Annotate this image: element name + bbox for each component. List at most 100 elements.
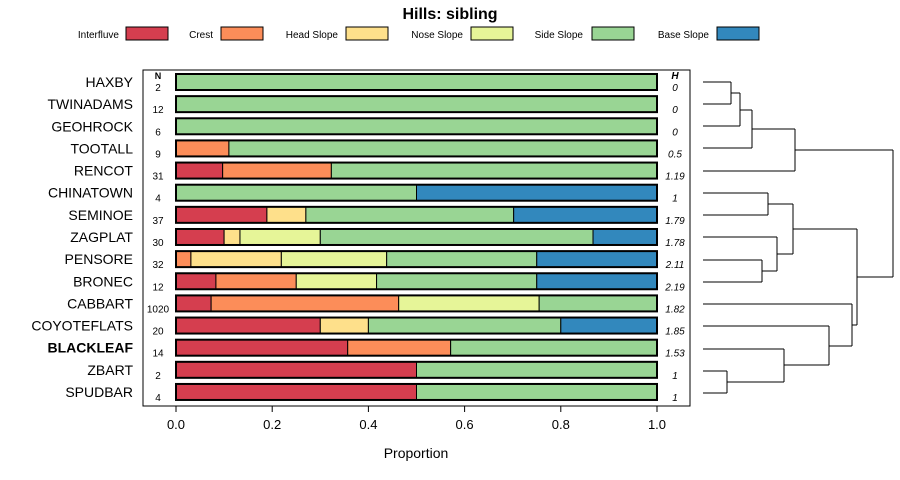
row-h: 1 — [672, 371, 678, 382]
legend-swatch — [716, 26, 760, 41]
bar-outline — [175, 382, 658, 401]
row-label: ZAGPLAT — [70, 229, 133, 245]
row-h: 1.79 — [665, 216, 685, 227]
bar-segment-side-slope — [330, 162, 658, 180]
row-n: 2 — [155, 371, 161, 382]
x-axis: 0.0 0.2 0.4 0.6 0.8 1.0 — [167, 406, 666, 432]
row-h: 0 — [672, 105, 678, 116]
row-label: COYOTEFLATS — [31, 318, 133, 334]
row-n: 30 — [152, 238, 164, 249]
x-tick-label: 0.0 — [167, 417, 185, 432]
bar-segment-interfluve — [175, 206, 268, 224]
legend-swatch — [591, 26, 635, 41]
row-n: 32 — [152, 260, 164, 271]
row-label: GEOHROCK — [51, 118, 133, 134]
x-tick-label: 0.6 — [456, 417, 474, 432]
bar-segment-crest — [347, 339, 452, 357]
row-label: RENCOT — [74, 163, 134, 179]
bar-segment-nose-slope — [398, 294, 540, 312]
bar-outline — [175, 183, 658, 202]
bar-segment-crest — [175, 139, 230, 157]
legend-label: Nose Slope — [411, 30, 463, 41]
row-n: 4 — [155, 194, 161, 205]
dendrogram-link-tootall — [703, 109, 753, 149]
bar-segment-side-slope — [386, 250, 538, 268]
x-axis-label: Proportion — [384, 445, 449, 461]
bar-segment-crest — [210, 294, 400, 312]
bar-segment-side-slope — [538, 294, 658, 312]
bar-segment-crest — [222, 162, 332, 180]
bar-outline — [175, 338, 658, 357]
row-label: ZBART — [87, 362, 133, 378]
row-h: 1.78 — [665, 238, 685, 249]
bar-segment-side-slope — [228, 139, 658, 157]
bar-segment-head-slope — [190, 250, 282, 268]
legend-swatch — [220, 26, 264, 41]
bar-segment-interfluve — [175, 162, 224, 180]
bar-segment-base-slope — [560, 317, 658, 335]
dendrogram-link-left-group — [768, 203, 794, 255]
bar-segment-crest — [175, 250, 192, 268]
bar-segment-side-slope — [367, 317, 562, 335]
row-n: 4 — [155, 393, 161, 404]
dendrogram-link-zagplat — [703, 236, 778, 272]
row-label: TWINADAMS — [47, 96, 133, 112]
bar-segment-side-slope — [305, 206, 515, 224]
dendrogram-link-zbart-spudbar — [703, 370, 728, 394]
h-header: H — [671, 71, 679, 82]
dendrogram-link-pensore-bronec — [703, 259, 763, 283]
row-h: 0.5 — [668, 149, 682, 160]
bar-outline — [175, 161, 658, 180]
row-n: 31 — [152, 172, 164, 183]
bar-segment-base-slope — [592, 228, 658, 246]
row-h: 0 — [672, 127, 678, 138]
bar-segment-interfluve — [175, 317, 321, 335]
legend-label: Interfluve — [78, 30, 120, 41]
legend: Interfluve Crest Head Slope Nose Slope Side … — [78, 26, 760, 41]
bar-outline — [175, 117, 658, 136]
row-n: 12 — [152, 105, 164, 116]
bar-segment-interfluve — [175, 339, 349, 357]
row-h: 1.82 — [665, 304, 685, 315]
legend-swatch — [125, 26, 169, 41]
dendrogram-link-coyoteflats — [703, 325, 830, 366]
row-label: CABBART — [67, 295, 133, 311]
row-n: 14 — [152, 349, 164, 360]
bar-outline — [175, 360, 658, 379]
legend-label: Side Slope — [535, 30, 584, 41]
bar-outline — [175, 227, 658, 246]
bar-segment-head-slope — [319, 317, 369, 335]
dendrogram-link-cabbart — [703, 303, 853, 347]
chart-title: Hills: sibling — [402, 6, 497, 23]
bar-segment-base-slope — [513, 206, 658, 224]
bar-segment-interfluve — [175, 294, 212, 312]
bar-outline — [175, 73, 658, 91]
row-n: 6 — [155, 127, 161, 138]
row-n: 1020 — [147, 304, 170, 315]
row-h: 1 — [672, 194, 678, 205]
row-label: BLACKLEAF — [47, 340, 133, 356]
bar-segment-base-slope — [416, 184, 658, 202]
dendrogram-link-lower-group — [793, 228, 858, 326]
bar-segment-side-slope — [175, 73, 658, 91]
bar-segment-base-slope — [536, 272, 658, 290]
bar-segment-side-slope — [175, 184, 417, 202]
bar-segment-head-slope — [266, 206, 307, 224]
bar-segment-head-slope — [223, 228, 241, 246]
dendrogram-link-rencot — [703, 128, 796, 172]
legend-label: Base Slope — [658, 30, 710, 41]
row-label: SPUDBAR — [65, 384, 133, 400]
bar-outline — [175, 272, 658, 291]
bar-segment-side-slope — [175, 95, 658, 113]
bar-segment-nose-slope — [280, 250, 388, 268]
row-h: 2.11 — [665, 260, 685, 271]
bar-segment-interfluve — [175, 383, 417, 401]
bar-segment-side-slope — [416, 361, 658, 379]
row-label: HAXBY — [86, 74, 134, 90]
x-tick-label: 0.2 — [263, 417, 281, 432]
row-n: 37 — [152, 216, 164, 227]
legend-label: Head Slope — [286, 30, 339, 41]
legend-swatch — [470, 26, 514, 41]
bar-segment-side-slope — [416, 383, 658, 401]
